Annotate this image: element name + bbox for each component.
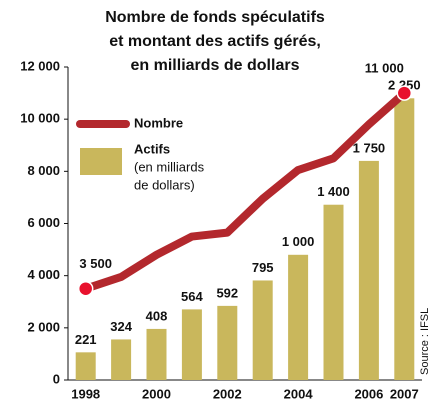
bar-label: 592	[216, 285, 238, 300]
y-tick-label: 12 000	[20, 58, 60, 73]
bar	[181, 309, 202, 380]
x-tick-label: 2004	[284, 386, 314, 401]
x-tick-label: 2006	[354, 386, 383, 401]
line-label: 3 500	[79, 256, 112, 271]
bar-label: 324	[110, 319, 132, 334]
bar	[358, 160, 379, 380]
legend-note: (en milliards	[134, 159, 205, 174]
y-tick-label: 2 000	[27, 319, 60, 334]
chart-title: Nombre de fonds spéculatifs	[105, 9, 325, 26]
bar	[288, 254, 309, 380]
x-tick-label: 2007	[390, 386, 419, 401]
bar	[146, 328, 167, 380]
legend-label: Actifs	[134, 141, 170, 156]
bar-label: 2 250	[388, 78, 421, 93]
chart-title: en milliards de dollars	[131, 57, 300, 74]
y-tick-label: 0	[53, 371, 60, 386]
y-tick-label: 6 000	[27, 215, 60, 230]
bar	[252, 280, 273, 380]
y-tick-label: 8 000	[27, 163, 60, 178]
bar-label: 221	[75, 332, 97, 347]
bar	[323, 204, 344, 380]
bar	[75, 352, 96, 380]
bar-label: 1 000	[282, 234, 315, 249]
source: Source : IFSL	[419, 308, 431, 375]
bar-label: 795	[252, 260, 274, 275]
line-end-dot	[396, 85, 413, 101]
chart-title: et montant des actifs gérés,	[109, 33, 321, 50]
x-tick-label: 2000	[142, 386, 171, 401]
y-tick-label: 4 000	[27, 267, 60, 282]
bar-label: 1 400	[317, 184, 350, 199]
bar-label: 408	[146, 308, 168, 323]
line	[84, 90, 407, 293]
line-label: 11 000	[365, 61, 404, 76]
legend-swatch	[80, 148, 122, 175]
y-tick-label: 10 000	[20, 111, 60, 126]
bar-label: 564	[181, 289, 203, 304]
x-tick-label: 2002	[213, 386, 242, 401]
bar	[111, 339, 132, 380]
x-tick-label: 1998	[71, 386, 100, 401]
bar	[394, 98, 415, 381]
legend-label: Nombre	[134, 115, 183, 130]
legend-note: de dollars)	[134, 177, 195, 192]
bar-label: 1 750	[353, 140, 386, 155]
bar	[217, 305, 238, 380]
line-end-dot	[77, 280, 94, 297]
